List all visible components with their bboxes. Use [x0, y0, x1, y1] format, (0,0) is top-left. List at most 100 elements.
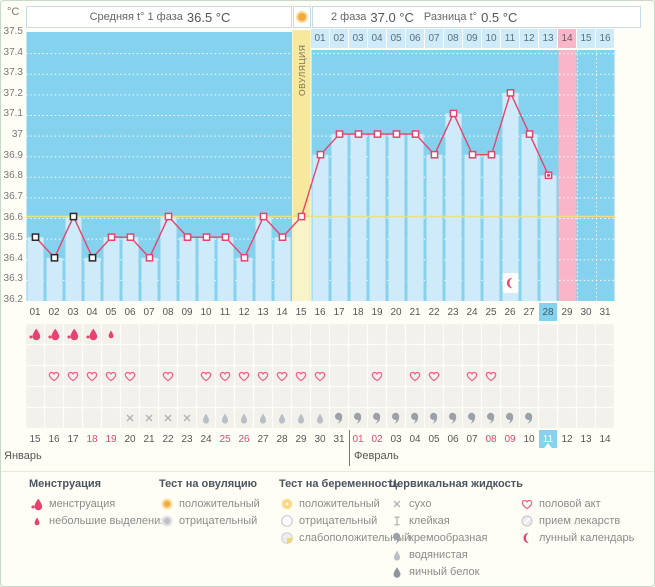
- cervical-fluid-row-cell-22[interactable]: [425, 408, 443, 428]
- intercourse-row-cell-4[interactable]: [83, 366, 101, 386]
- cervical-fluid-row-cell-14[interactable]: [273, 408, 291, 428]
- cycle-day-cell-24[interactable]: 24: [466, 306, 478, 318]
- pregnancy-test-row-cell-14[interactable]: [273, 387, 291, 407]
- cycle-day-cell-13[interactable]: 13: [257, 306, 269, 318]
- pregnancy-test-row-cell-19[interactable]: [368, 387, 386, 407]
- temp-point-day-6[interactable]: [126, 233, 135, 242]
- cycle-day-cell-12[interactable]: 12: [238, 306, 250, 318]
- temp-point-day-12[interactable]: [240, 253, 249, 262]
- menstruation-row-cell-1[interactable]: [26, 324, 44, 344]
- date-cell-Январь-15[interactable]: 15: [29, 433, 41, 445]
- intercourse-row-cell-14[interactable]: [273, 366, 291, 386]
- cervical-fluid-row-cell-1[interactable]: [26, 408, 44, 428]
- cervical-fluid-row-cell-28[interactable]: [539, 408, 557, 428]
- ovulation-test-row-cell-24[interactable]: [463, 345, 481, 365]
- intercourse-row-cell-31[interactable]: [596, 366, 614, 386]
- date-cell-Февраль-08[interactable]: 08: [485, 433, 497, 445]
- cervical-fluid-row-cell-3[interactable]: [64, 408, 82, 428]
- ovulation-test-row-cell-14[interactable]: [273, 345, 291, 365]
- pregnancy-test-row-cell-3[interactable]: [64, 387, 82, 407]
- temp-point-day-7[interactable]: [145, 253, 154, 262]
- cycle-day-cell-11[interactable]: 11: [219, 306, 231, 318]
- pregnancy-test-row-cell-8[interactable]: [159, 387, 177, 407]
- pregnancy-test-row-cell-20[interactable]: [387, 387, 405, 407]
- cycle-day-cell-05[interactable]: 05: [105, 306, 117, 318]
- intercourse-row-cell-29[interactable]: [558, 366, 576, 386]
- cervical-fluid-row-cell-23[interactable]: [444, 408, 462, 428]
- cycle-day-cell-23[interactable]: 23: [447, 306, 459, 318]
- menstruation-row-cell-19[interactable]: [368, 324, 386, 344]
- cycle-day-cell-25[interactable]: 25: [485, 306, 497, 318]
- intercourse-row-cell-26[interactable]: [501, 366, 519, 386]
- date-cell-Январь-17[interactable]: 17: [67, 433, 79, 445]
- ovulation-test-row-cell-13[interactable]: [254, 345, 272, 365]
- date-cell-Январь-25[interactable]: 25: [219, 433, 231, 445]
- menstruation-row-cell-7[interactable]: [140, 324, 158, 344]
- cervical-fluid-row-cell-8[interactable]: [159, 408, 177, 428]
- temp-point-day-19[interactable]: [373, 130, 382, 138]
- menstruation-row-cell-29[interactable]: [558, 324, 576, 344]
- cycle-day-cell-16[interactable]: 16: [314, 306, 326, 318]
- cycle-day-cell-02[interactable]: 02: [48, 306, 60, 318]
- ovulation-test-row-cell-6[interactable]: [121, 345, 139, 365]
- cervical-fluid-row-cell-30[interactable]: [577, 408, 595, 428]
- cycle-day-cell-15[interactable]: 15: [295, 306, 307, 318]
- intercourse-row-cell-20[interactable]: [387, 366, 405, 386]
- pregnancy-test-row-cell-27[interactable]: [520, 387, 538, 407]
- cycle-day-cell-29[interactable]: 29: [561, 306, 573, 318]
- pregnancy-test-row-cell-28[interactable]: [539, 387, 557, 407]
- intercourse-row-cell-9[interactable]: [178, 366, 196, 386]
- date-cell-Февраль-11[interactable]: 11: [539, 430, 557, 448]
- pregnancy-test-row-cell-18[interactable]: [349, 387, 367, 407]
- ovulation-test-row-cell-28[interactable]: [539, 345, 557, 365]
- temp-point-day-23[interactable]: [449, 109, 458, 118]
- intercourse-row-cell-19[interactable]: [368, 366, 386, 386]
- cervical-fluid-row-cell-29[interactable]: [558, 408, 576, 428]
- temp-point-day-15[interactable]: [297, 212, 306, 221]
- date-cell-Январь-20[interactable]: 20: [124, 433, 136, 445]
- intercourse-row-cell-18[interactable]: [349, 366, 367, 386]
- ovulation-test-row-cell-10[interactable]: [197, 345, 215, 365]
- pregnancy-test-row-cell-25[interactable]: [482, 387, 500, 407]
- pregnancy-test-row-cell-12[interactable]: [235, 387, 253, 407]
- cycle-day-cell-22[interactable]: 22: [428, 306, 440, 318]
- intercourse-row-cell-23[interactable]: [444, 366, 462, 386]
- date-cell-Февраль-10[interactable]: 10: [523, 433, 535, 445]
- ovulation-test-row-cell-19[interactable]: [368, 345, 386, 365]
- cervical-fluid-row-cell-17[interactable]: [330, 408, 348, 428]
- pregnancy-test-row-cell-13[interactable]: [254, 387, 272, 407]
- temp-point-day-13[interactable]: [259, 212, 268, 221]
- intercourse-row-cell-13[interactable]: [254, 366, 272, 386]
- cycle-day-cell-26[interactable]: 26: [504, 306, 516, 318]
- intercourse-row-cell-16[interactable]: [311, 366, 329, 386]
- cervical-fluid-row-cell-19[interactable]: [368, 408, 386, 428]
- temp-point-day-26[interactable]: [506, 89, 515, 97]
- date-cell-Январь-28[interactable]: 28: [276, 433, 288, 445]
- menstruation-row-cell-3[interactable]: [64, 324, 82, 344]
- pregnancy-test-row-cell-15[interactable]: [292, 387, 310, 407]
- cervical-fluid-row-cell-2[interactable]: [45, 408, 63, 428]
- cervical-fluid-row-cell-11[interactable]: [216, 408, 234, 428]
- menstruation-row-cell-2[interactable]: [45, 324, 63, 344]
- cycle-day-cell-06[interactable]: 06: [124, 306, 136, 318]
- pregnancy-test-row-cell-30[interactable]: [577, 387, 595, 407]
- menstruation-row-cell-30[interactable]: [577, 324, 595, 344]
- cycle-day-cell-31[interactable]: 31: [599, 306, 611, 318]
- temp-point-day-5[interactable]: [107, 233, 116, 242]
- ovulation-test-row-cell-1[interactable]: [26, 345, 44, 365]
- temp-point-day-18[interactable]: [354, 130, 363, 138]
- temp-point-day-24[interactable]: [468, 150, 477, 159]
- temp-point-day-11[interactable]: [221, 233, 230, 242]
- intercourse-row-cell-3[interactable]: [64, 366, 82, 386]
- date-cell-Январь-26[interactable]: 26: [238, 433, 250, 445]
- menstruation-row-cell-25[interactable]: [482, 324, 500, 344]
- cervical-fluid-row-cell-12[interactable]: [235, 408, 253, 428]
- ovulation-test-row-cell-7[interactable]: [140, 345, 158, 365]
- intercourse-row-cell-17[interactable]: [330, 366, 348, 386]
- pregnancy-test-row-cell-2[interactable]: [45, 387, 63, 407]
- temp-point-day-22[interactable]: [430, 150, 439, 159]
- cervical-fluid-row-cell-21[interactable]: [406, 408, 424, 428]
- menstruation-row-cell-9[interactable]: [178, 324, 196, 344]
- ovulation-test-row-cell-29[interactable]: [558, 345, 576, 365]
- cycle-day-cell-01[interactable]: 01: [29, 306, 41, 318]
